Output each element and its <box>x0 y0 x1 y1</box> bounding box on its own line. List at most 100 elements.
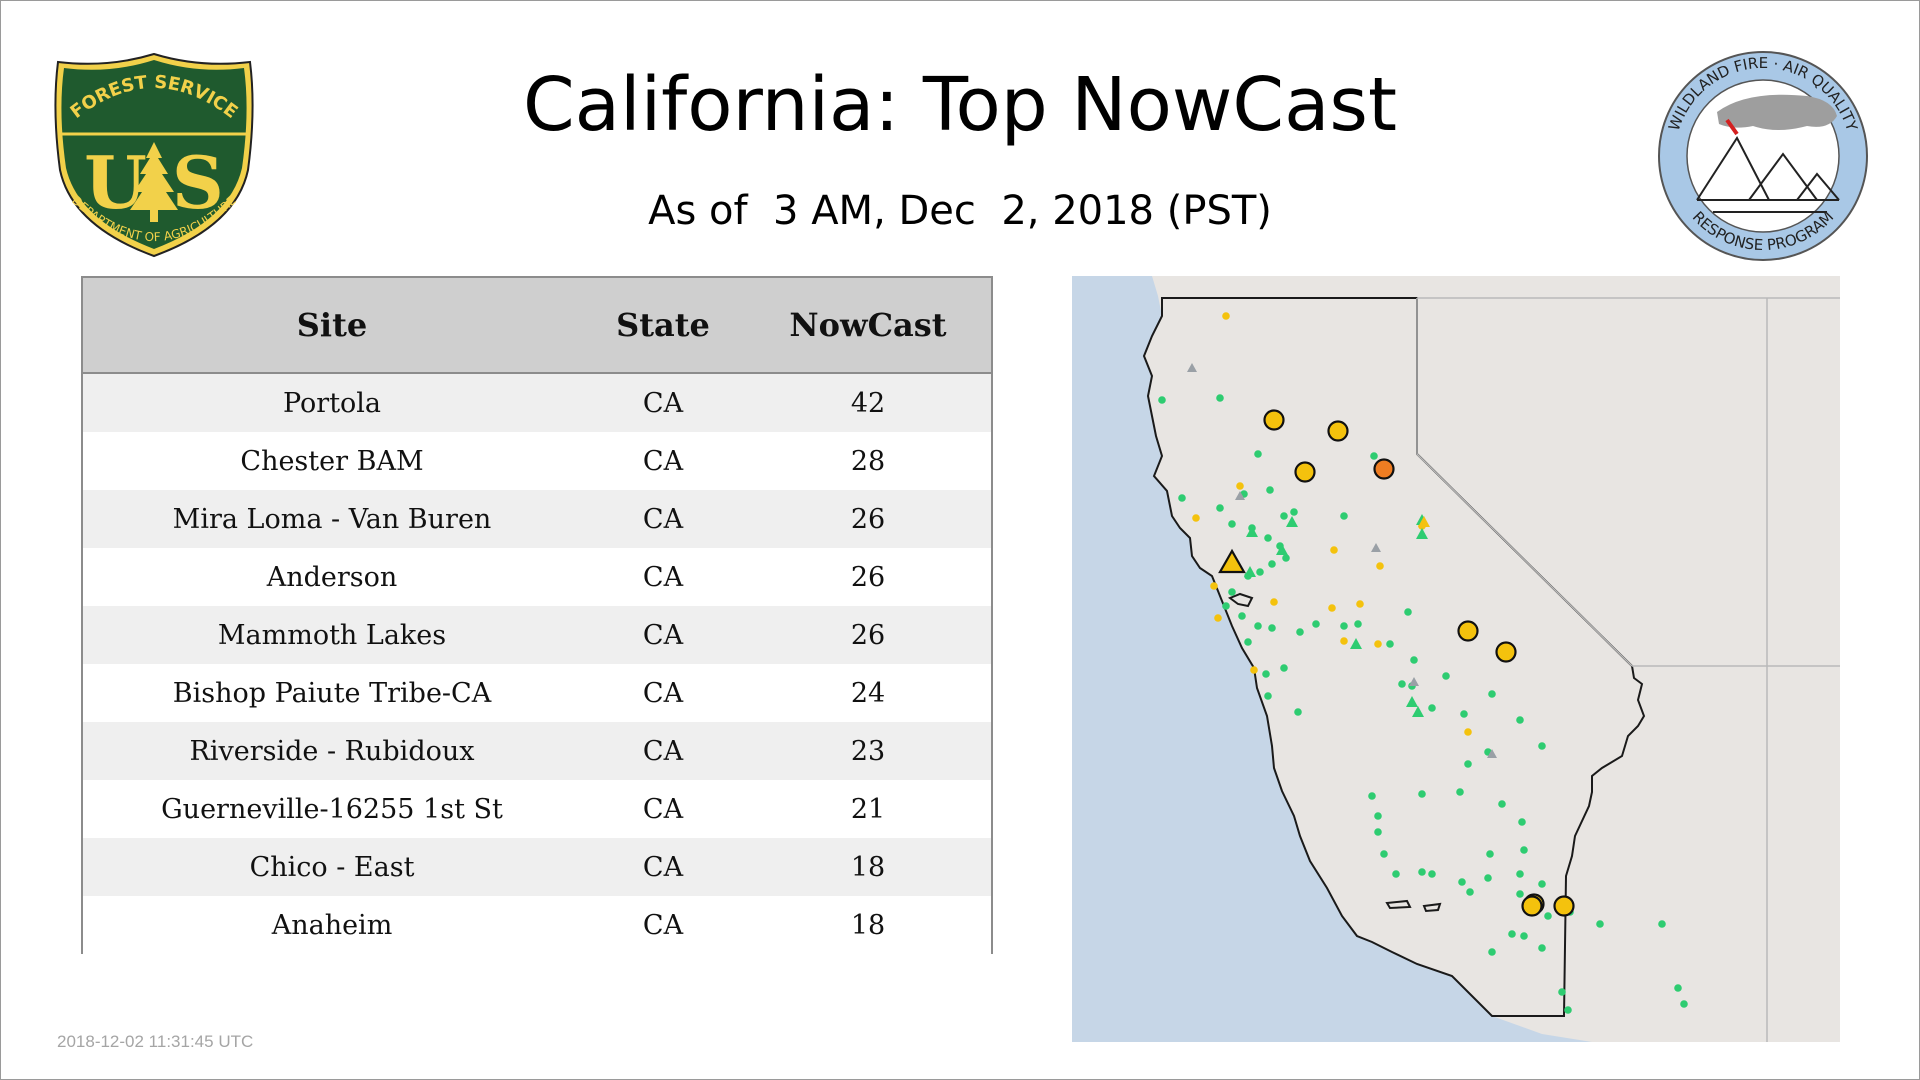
cell-nowcast: 42 <box>850 387 886 419</box>
cell-state: CA <box>642 909 684 941</box>
cell-state: CA <box>642 561 684 593</box>
top-site-marker <box>1457 620 1479 642</box>
page-subtitle: As of 3 AM, Dec 2, 2018 (PST) <box>648 188 1272 234</box>
cell-state: CA <box>642 445 684 477</box>
monitor-dot <box>1340 637 1348 645</box>
monitor-dot <box>1564 1006 1572 1014</box>
monitor-dot <box>1256 568 1264 576</box>
monitor-triangle <box>1416 528 1428 539</box>
monitor-dot <box>1238 612 1246 620</box>
cell-site: Mammoth Lakes <box>217 619 447 651</box>
bay-outline <box>1227 592 1254 608</box>
monitor-triangle <box>1350 638 1362 649</box>
top-site-marker <box>1495 641 1517 663</box>
monitor-dot <box>1520 846 1528 854</box>
monitor-dot <box>1374 812 1382 820</box>
smoke-plume-icon <box>1717 94 1837 130</box>
monitor-dot <box>1296 628 1304 636</box>
monitor-dot <box>1282 554 1290 562</box>
monitor-dot <box>1404 608 1412 616</box>
top-site-marker <box>1373 458 1395 480</box>
monitor-dot <box>1418 790 1426 798</box>
monitor-dot <box>1216 394 1224 402</box>
monitor-dot <box>1418 868 1426 876</box>
table-row: Chester BAM CA 28 <box>83 432 991 490</box>
monitor-dot <box>1428 704 1436 712</box>
monitor-dot <box>1210 582 1218 590</box>
table-row: Anaheim CA 18 <box>83 896 991 954</box>
cell-site: Mira Loma - Van Buren <box>172 503 492 535</box>
california-border <box>1142 297 1646 1017</box>
cell-state: CA <box>642 677 684 709</box>
table-row: Chico - East CA 18 <box>83 838 991 896</box>
cell-state: CA <box>642 503 684 535</box>
page-title: California: Top NowCast <box>523 62 1397 148</box>
fire-mark-icon <box>1725 118 1739 136</box>
monitor-nodata-triangle <box>1409 677 1419 686</box>
monitor-nodata-triangle <box>1187 363 1197 372</box>
monitor-triangle <box>1406 696 1418 707</box>
table-row: Mira Loma - Van Buren CA 26 <box>83 490 991 548</box>
table-row: Bishop Paiute Tribe-CA CA 24 <box>83 664 991 722</box>
monitor-dot <box>1192 514 1200 522</box>
monitor-triangle <box>1412 706 1424 717</box>
monitor-dot <box>1254 622 1262 630</box>
monitor-dot <box>1680 1000 1688 1008</box>
monitor-dot <box>1290 508 1298 516</box>
cell-state: CA <box>642 735 684 767</box>
monitor-dot <box>1596 920 1604 928</box>
top-nowcast-table: Site State NowCast Portola CA 42 Chester… <box>81 276 993 954</box>
cell-state: CA <box>642 793 684 825</box>
monitor-dot <box>1312 620 1320 628</box>
monitor-dot <box>1244 638 1252 646</box>
cell-site: Riverside - Rubidoux <box>189 735 475 767</box>
monitor-dot <box>1266 486 1274 494</box>
header-state: State <box>616 306 710 344</box>
monitor-dot <box>1464 728 1472 736</box>
monitor-dot <box>1222 312 1230 320</box>
monitor-dot <box>1674 984 1682 992</box>
monitor-dot <box>1340 622 1348 630</box>
monitor-dot <box>1398 680 1406 688</box>
header-site: Site <box>296 306 368 344</box>
cell-nowcast: 18 <box>850 851 886 883</box>
monitor-dot <box>1516 716 1524 724</box>
mountains-icon <box>1696 136 1840 213</box>
monitor-dot <box>1488 948 1496 956</box>
monitor-dot <box>1228 588 1236 596</box>
monitor-dot <box>1428 870 1436 878</box>
monitor-dot <box>1328 604 1336 612</box>
land-area <box>1144 276 1840 1042</box>
table-row: Mammoth Lakes CA 26 <box>83 606 991 664</box>
usfs-shield-logo: FOREST SERVICE U S DEPARTMENT OF AGRICUL… <box>54 52 254 258</box>
cell-state: CA <box>642 619 684 651</box>
monitor-triangle <box>1276 544 1288 555</box>
monitor-dot <box>1442 672 1450 680</box>
monitor-dot <box>1354 620 1362 628</box>
monitor-nodata-triangle <box>1487 749 1497 758</box>
monitor-dot <box>1370 452 1378 460</box>
cell-site: Chester BAM <box>240 445 424 477</box>
cell-state: CA <box>642 851 684 883</box>
monitor-triangle <box>1286 516 1298 527</box>
monitor-dot <box>1356 600 1364 608</box>
top-site-marker <box>1218 548 1246 574</box>
cell-site: Guerneville-16255 1st St <box>161 793 503 825</box>
monitor-dot <box>1374 640 1382 648</box>
monitor-dot <box>1516 870 1524 878</box>
monitor-dot <box>1658 920 1666 928</box>
table-row: Guerneville-16255 1st St CA 21 <box>83 780 991 838</box>
monitor-dot <box>1518 818 1526 826</box>
monitor-dot <box>1270 598 1278 606</box>
top-site-marker <box>1294 461 1316 483</box>
monitor-dot <box>1386 640 1394 648</box>
top-site-marker <box>1327 420 1349 442</box>
monitor-dot <box>1538 880 1546 888</box>
monitor-dot <box>1458 878 1466 886</box>
monitor-dot <box>1374 828 1382 836</box>
monitor-dot <box>1486 850 1494 858</box>
top-site-marker <box>1263 409 1285 431</box>
monitor-dot <box>1466 888 1474 896</box>
generated-timestamp: 2018-12-02 11:31:45 UTC <box>57 1032 254 1051</box>
cell-nowcast: 18 <box>850 909 886 941</box>
